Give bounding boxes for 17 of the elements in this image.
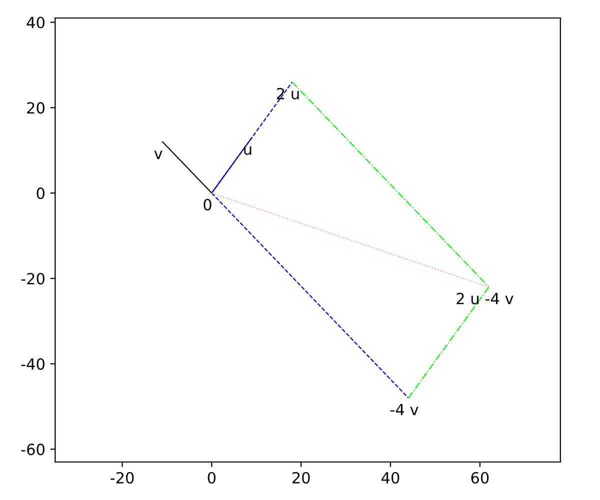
y-tick-label: -60 [21, 444, 44, 456]
y-tick-label: -20 [21, 272, 44, 284]
annotation: u [244, 146, 252, 155]
y-tick-label: 40 [26, 16, 44, 28]
y-tick-label: 0 [36, 188, 44, 200]
annotation: 0 [204, 198, 212, 210]
x-tick-label: 40 [382, 472, 400, 484]
annotation: -4 v [390, 404, 418, 416]
y-tick-label: 20 [27, 102, 44, 114]
x-tick-label: 0 [208, 472, 216, 484]
y-tick-label: -40 [21, 358, 44, 370]
annotation: 2 u -4 v [456, 292, 514, 304]
x-tick-label: 60 [471, 472, 489, 484]
x-tick-label: -20 [110, 472, 134, 484]
x-tick-label: 20 [292, 472, 310, 484]
annotation: 2 u [276, 88, 299, 100]
annotation: v [154, 150, 162, 159]
